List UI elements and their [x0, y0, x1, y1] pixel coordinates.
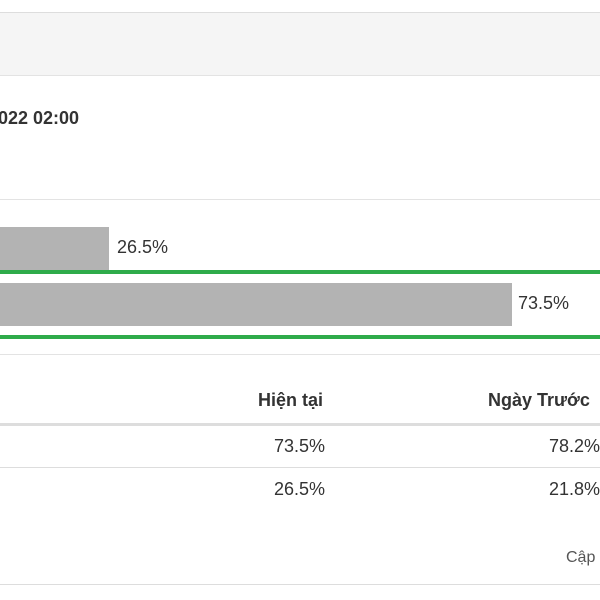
table-header-rule: [0, 423, 600, 426]
divider: [0, 199, 600, 200]
highlight-bottom-line: [0, 335, 600, 339]
table-cell: 21.8%: [549, 479, 600, 499]
column-header-current: Hiện tại: [258, 390, 324, 410]
table-cell: 26.5%: [274, 479, 326, 499]
divider: [0, 354, 600, 355]
table-row-rule: [0, 467, 600, 468]
result-value-option-1: 26.5%: [117, 237, 169, 257]
result-bar-option-2: [0, 283, 512, 326]
column-header-previous-day: Ngày Trước: [488, 390, 590, 410]
result-value-option-2: 73.5%: [518, 293, 570, 313]
widget-bottom-rule: [0, 584, 600, 585]
widget-header-band: [0, 12, 600, 76]
poll-timestamp: 022 02:00: [0, 108, 80, 128]
table-cell: 73.5%: [274, 436, 326, 456]
table-cell: 78.2%: [549, 436, 600, 456]
updated-label: Cập: [566, 549, 596, 566]
result-bar-option-1: [0, 227, 109, 270]
highlight-top-line: [0, 270, 600, 274]
